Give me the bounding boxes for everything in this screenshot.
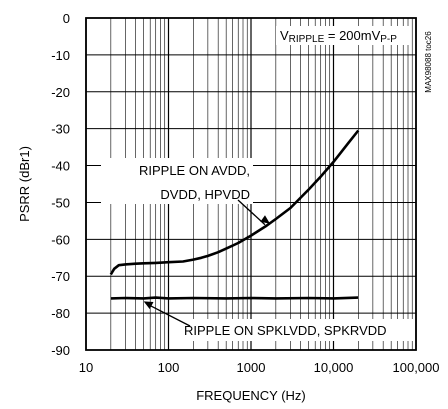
condition-label: VRIPPLE = 200mVP-P	[280, 28, 397, 45]
x-tick-label: 10	[79, 360, 93, 375]
y-tick-labels: 0 -10 -20 -30 -40 -50 -60 -70 -80 -90	[51, 11, 70, 358]
annotation-1-line-2: DVDD, HPVDD	[160, 187, 250, 202]
y-tick-label: -30	[51, 122, 70, 137]
series-line-1	[109, 129, 360, 276]
annotations: RIPPLE ON AVDD, DVDD, HPVDD RIPPLE ON SP…	[101, 158, 415, 341]
x-tick-labels: 10 100 1000 10,000 100,000	[79, 360, 440, 375]
y-tick-label: -10	[51, 48, 70, 63]
condition-mid: = 200mV	[324, 28, 380, 43]
y-tick-label: -60	[51, 232, 70, 247]
annotation-1-arrow	[237, 199, 266, 226]
x-tick-label: 1000	[237, 360, 266, 375]
y-tick-label: -80	[51, 306, 70, 321]
condition-sub2: P-P	[380, 34, 397, 45]
plot-frame	[85, 17, 417, 351]
annotation-1-arrowhead	[260, 215, 271, 224]
y-tick-label: 0	[63, 11, 70, 26]
series-line-2	[110, 296, 359, 300]
y-tick-label: -40	[51, 159, 70, 174]
x-tick-label: 10,000	[314, 360, 354, 375]
y-tick-label: -20	[51, 85, 70, 100]
series-group	[109, 129, 360, 300]
figure-id: MAX98088 toc26	[424, 31, 433, 93]
x-axis-title: FREQUENCY (Hz)	[196, 388, 306, 403]
condition-sub1: RIPPLE	[289, 34, 325, 45]
annotation-1-background	[101, 158, 253, 204]
y-tick-label: -90	[51, 343, 70, 358]
y-axis-title: PSRR (dBr1)	[17, 146, 32, 222]
annotation-2-background	[181, 319, 415, 341]
y-tick-label: -50	[51, 195, 70, 210]
annotation-2-line-1: RIPPLE ON SPKLVDD, SPKRVDD	[184, 323, 387, 338]
y-tick-label: -70	[51, 269, 70, 284]
x-tick-label: 100,000	[393, 360, 440, 375]
annotation-2-arrowhead	[143, 301, 154, 310]
x-tick-label: 100	[158, 360, 180, 375]
condition-label-background	[276, 26, 410, 45]
annotation-1-line-1: RIPPLE ON AVDD,	[139, 163, 250, 178]
condition-prefix: V	[280, 28, 289, 43]
annotation-2-arrow	[147, 303, 191, 327]
